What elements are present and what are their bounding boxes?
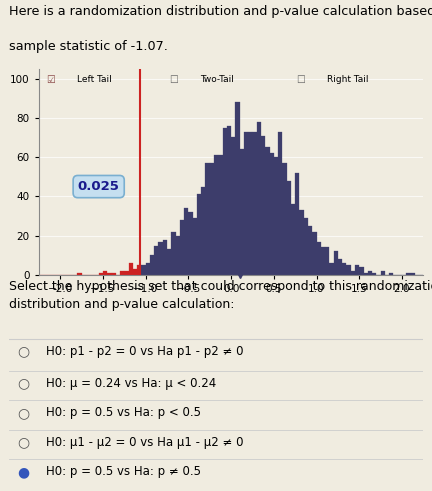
Bar <box>201 187 206 275</box>
Bar <box>197 194 201 275</box>
Bar <box>261 136 265 275</box>
Bar <box>133 269 137 275</box>
Bar <box>368 271 372 275</box>
Bar <box>321 247 325 275</box>
Bar <box>364 273 368 275</box>
Bar <box>180 220 184 275</box>
Bar <box>342 263 346 275</box>
Bar <box>218 155 222 275</box>
Text: Two-Tail: Two-Tail <box>200 75 234 84</box>
Bar <box>184 208 188 275</box>
Bar <box>222 128 227 275</box>
Bar <box>304 218 308 275</box>
Bar <box>329 263 334 275</box>
Bar <box>111 273 116 275</box>
Bar <box>175 236 180 275</box>
Text: H0: p1 - p2 = 0 vs Ha p1 - p2 ≠ 0: H0: p1 - p2 = 0 vs Ha p1 - p2 ≠ 0 <box>46 345 244 358</box>
Text: ○: ○ <box>17 436 29 449</box>
Bar <box>167 249 172 275</box>
Bar <box>193 218 197 275</box>
Bar <box>146 263 150 275</box>
Bar <box>150 255 154 275</box>
Bar <box>214 155 218 275</box>
Text: H0: p = 0.5 vs Ha: p < 0.5: H0: p = 0.5 vs Ha: p < 0.5 <box>46 407 201 419</box>
Bar <box>248 132 252 275</box>
Text: H0: μ1 - μ2 = 0 vs Ha μ1 - μ2 ≠ 0: H0: μ1 - μ2 = 0 vs Ha μ1 - μ2 ≠ 0 <box>46 436 244 449</box>
Bar <box>103 271 107 275</box>
Bar <box>120 271 124 275</box>
Bar <box>389 273 394 275</box>
Bar <box>172 232 175 275</box>
Bar <box>381 271 385 275</box>
Bar <box>283 163 287 275</box>
Text: H0: μ = 0.24 vs Ha: μ < 0.24: H0: μ = 0.24 vs Ha: μ < 0.24 <box>46 377 216 390</box>
Bar <box>240 149 244 275</box>
Bar <box>124 271 129 275</box>
Bar <box>154 246 159 275</box>
Text: Here is a randomization distribution and p-value calculation based on a: Here is a randomization distribution and… <box>9 5 432 18</box>
Bar <box>206 163 210 275</box>
Bar <box>291 204 295 275</box>
Bar <box>163 240 167 275</box>
Bar <box>317 242 321 275</box>
Text: ☐: ☐ <box>296 75 305 85</box>
Bar <box>346 265 351 275</box>
Bar <box>274 157 278 275</box>
Bar <box>359 267 364 275</box>
Bar <box>98 273 103 275</box>
Text: H0: p = 0.5 vs Ha: p ≠ 0.5: H0: p = 0.5 vs Ha: p ≠ 0.5 <box>46 465 201 479</box>
Bar <box>351 271 355 275</box>
Text: 0.025: 0.025 <box>78 180 120 193</box>
Text: ○: ○ <box>17 406 29 420</box>
Bar <box>227 126 231 275</box>
Bar <box>372 273 376 275</box>
Bar <box>270 153 274 275</box>
Bar <box>231 137 235 275</box>
Bar <box>295 173 299 275</box>
Text: sample statistic of -1.07.: sample statistic of -1.07. <box>9 40 168 53</box>
Bar <box>257 122 261 275</box>
Bar <box>129 263 133 275</box>
Bar <box>235 102 240 275</box>
Text: Left Tail: Left Tail <box>77 75 112 84</box>
Bar <box>312 232 317 275</box>
Bar <box>406 273 410 275</box>
Bar <box>325 247 329 275</box>
Bar <box>308 226 312 275</box>
Bar <box>252 132 257 275</box>
Bar <box>137 265 141 275</box>
Text: ☑: ☑ <box>47 75 55 85</box>
Bar <box>141 265 146 275</box>
Text: ○: ○ <box>17 345 29 358</box>
Bar <box>334 251 338 275</box>
Bar <box>77 273 82 275</box>
Bar <box>410 273 415 275</box>
Bar <box>299 210 304 275</box>
Text: ☐: ☐ <box>170 75 178 85</box>
Bar <box>244 132 248 275</box>
Text: ●: ● <box>17 465 29 479</box>
Bar <box>159 242 163 275</box>
Bar <box>338 259 342 275</box>
Bar <box>355 265 359 275</box>
Bar <box>265 147 270 275</box>
Bar <box>278 132 283 275</box>
Text: Right Tail: Right Tail <box>327 75 369 84</box>
Bar <box>188 212 193 275</box>
Text: ○: ○ <box>17 376 29 390</box>
Bar <box>107 273 111 275</box>
Text: Select the hypothesis set that could correspond to this randomization
distributi: Select the hypothesis set that could cor… <box>9 280 432 311</box>
Bar <box>287 181 291 275</box>
Bar <box>210 163 214 275</box>
